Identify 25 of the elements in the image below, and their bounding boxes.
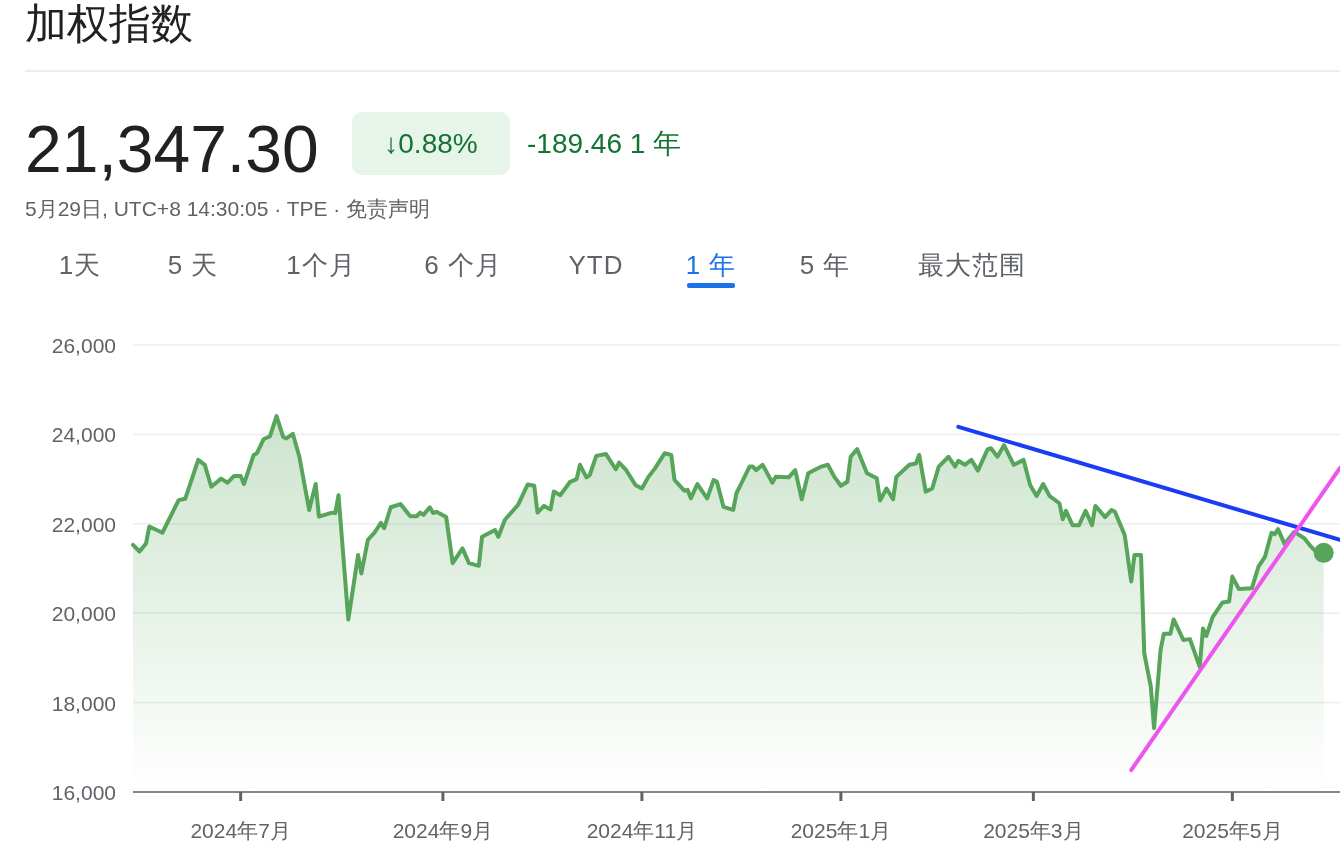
subtitle: 21,347.30 [25, 112, 319, 186]
text: 1个月 [286, 250, 356, 280]
text: ↓0.88% [384, 128, 478, 159]
text: 1 年 [685, 250, 737, 280]
x-tick-label: 2025年1月 [790, 819, 892, 842]
text: 1天 [58, 250, 102, 280]
title: 加权指数 [25, 0, 193, 47]
text: 最大范围 [918, 250, 1026, 280]
text: 6 个月 [424, 250, 502, 280]
y-tick-label: 24,000 [51, 423, 116, 447]
y-tick-label: 22,000 [51, 512, 116, 536]
x-tick-label: 2025年3月 [983, 819, 1084, 842]
x-tick-label: 2024年9月 [392, 819, 494, 842]
x-tick-label: 2024年11月 [586, 819, 698, 842]
x-tick-label: 2025年5月 [1182, 819, 1283, 842]
text: 5 天 [167, 250, 219, 280]
text: YTD [568, 250, 624, 280]
x-tick-label: 2024年7月 [190, 819, 291, 842]
y-tick-label: 26,000 [51, 334, 116, 357]
text: 5月29日, UTC+8 14:30:05 · TPE · 免责声明 [25, 197, 431, 220]
text: 5 年 [799, 250, 851, 280]
y-tick-label: 16,000 [51, 781, 116, 804]
y-tick-label: 18,000 [51, 691, 116, 715]
text: -189.46 1 年 [527, 128, 682, 159]
y-tick-label: 20,000 [51, 602, 116, 626]
